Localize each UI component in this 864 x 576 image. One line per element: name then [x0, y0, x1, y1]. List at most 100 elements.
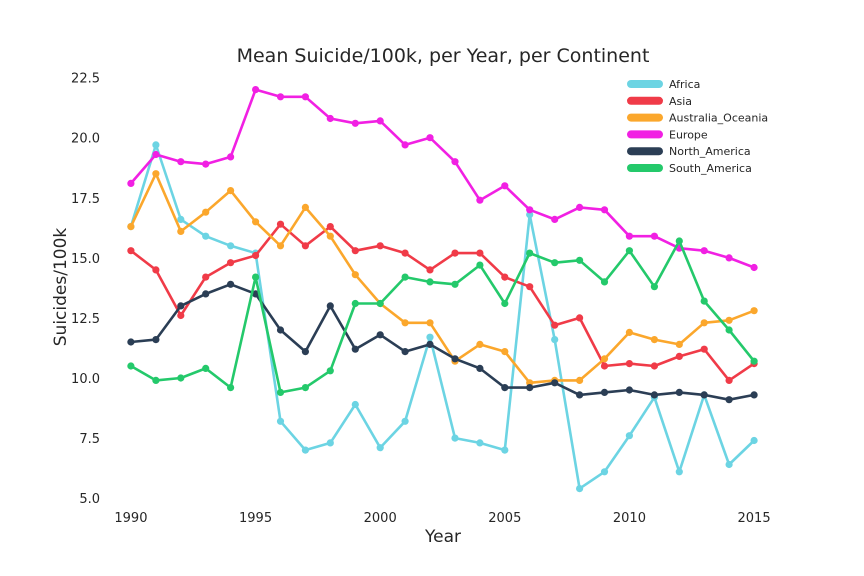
data-point [451, 158, 459, 166]
data-point [177, 215, 185, 223]
data-point [152, 141, 160, 149]
data-point [750, 391, 758, 399]
data-point [600, 468, 609, 476]
x-tick-labels: 1990 1995 2000 2005 2010 2015 [114, 511, 770, 526]
legend-label: North_America [669, 145, 751, 158]
data-point [501, 299, 509, 308]
series-asia [127, 220, 758, 384]
data-point [127, 179, 135, 187]
data-point [625, 247, 634, 255]
data-point [401, 273, 409, 281]
data-point [725, 376, 733, 384]
data-point [252, 290, 260, 298]
y-tick-label: 17.5 [71, 192, 100, 207]
data-point [526, 249, 534, 257]
data-point [650, 336, 659, 344]
data-point [551, 259, 559, 267]
data-point [576, 376, 584, 384]
data-point [576, 256, 584, 264]
data-point [600, 362, 609, 370]
data-point [351, 119, 359, 127]
data-point [426, 266, 434, 274]
data-point [252, 251, 260, 260]
data-point [501, 273, 509, 281]
data-point [276, 242, 285, 250]
data-point [476, 249, 484, 257]
data-point [326, 223, 334, 231]
data-point [426, 340, 434, 348]
data-point [625, 232, 634, 240]
data-point [675, 340, 683, 348]
y-tick-label: 5.0 [79, 492, 100, 507]
data-point [301, 93, 309, 101]
data-point [127, 362, 135, 370]
legend-label: Africa [669, 78, 700, 91]
data-point [625, 360, 634, 368]
x-tick-label: 2015 [738, 511, 771, 526]
data-point [750, 357, 758, 365]
data-point [700, 345, 708, 353]
data-point [551, 379, 559, 387]
data-point [301, 446, 309, 454]
data-point [401, 348, 409, 356]
data-point [202, 160, 210, 168]
y-tick-label: 12.5 [71, 312, 100, 327]
data-point [576, 314, 584, 322]
data-point [351, 345, 359, 353]
data-point [227, 153, 235, 161]
data-point [451, 434, 459, 442]
series-line [129, 239, 756, 394]
data-point [177, 311, 185, 320]
data-point [476, 261, 484, 269]
data-point [401, 417, 409, 425]
x-tick-label: 2000 [364, 511, 397, 526]
y-axis-label: Suicides/100k [51, 228, 71, 347]
data-point [401, 249, 409, 257]
legend-item: Asia [627, 95, 692, 108]
data-point [476, 364, 484, 372]
y-tick-labels: 5.0 7.5 10.0 12.5 15.0 17.5 20.0 22.5 [71, 72, 100, 508]
series-south-america [127, 237, 758, 396]
data-point [426, 134, 434, 142]
data-point [202, 290, 210, 298]
data-point [276, 417, 285, 425]
data-point [227, 242, 235, 250]
data-point [351, 400, 359, 409]
legend-label: Asia [669, 95, 692, 108]
legend-label: Australia_Oceania [669, 112, 768, 125]
data-point [526, 206, 534, 214]
data-point [276, 326, 285, 334]
y-tick-label: 22.5 [71, 72, 100, 87]
data-point [276, 388, 285, 396]
data-point [127, 338, 135, 346]
data-point [501, 182, 509, 190]
data-point [227, 187, 235, 195]
data-point [152, 376, 160, 384]
data-point [600, 355, 609, 363]
data-point [376, 444, 384, 452]
series-line [129, 222, 756, 382]
legend-label: South_America [669, 162, 752, 175]
data-point [526, 283, 534, 291]
data-point [551, 336, 559, 344]
data-point [650, 232, 659, 240]
data-point [576, 391, 584, 399]
data-point [650, 283, 659, 291]
data-point [326, 232, 334, 240]
x-tick-label: 2005 [488, 511, 521, 526]
data-point [750, 263, 758, 272]
data-point [725, 396, 733, 404]
legend-item: Australia_Oceania [627, 112, 768, 125]
data-point [202, 273, 210, 281]
x-axis-label: Year [424, 527, 461, 547]
data-point [152, 266, 160, 274]
data-point [426, 319, 434, 327]
data-point [725, 254, 733, 262]
data-point [476, 340, 484, 348]
data-point [426, 333, 434, 341]
data-point [700, 319, 708, 327]
data-point [127, 247, 135, 255]
data-point [301, 348, 309, 356]
data-point [426, 278, 434, 286]
